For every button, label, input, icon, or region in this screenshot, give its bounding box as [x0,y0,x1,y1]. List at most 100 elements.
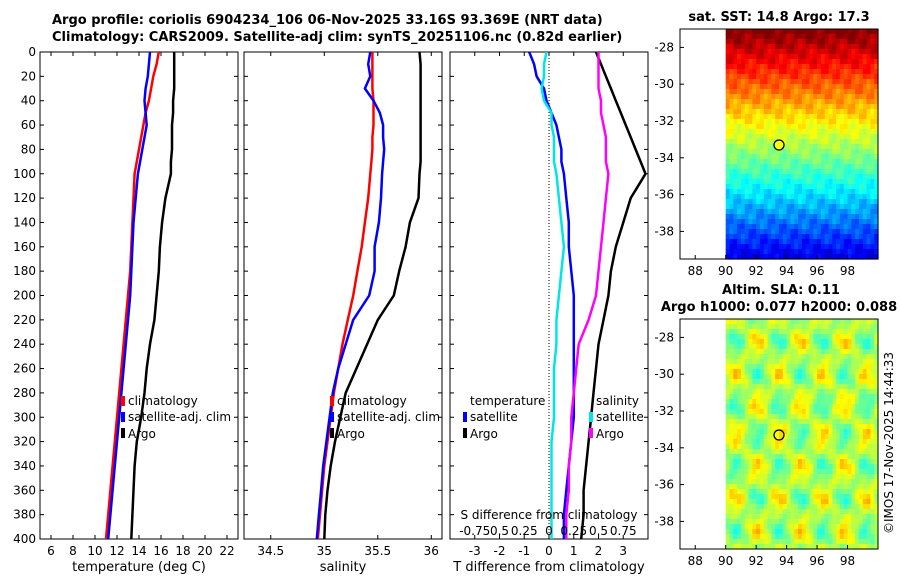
sla-cell [744,399,750,405]
sst-cell [725,184,731,190]
sst-cell [870,144,875,150]
sla-cell [737,374,742,380]
sst-cell [828,119,833,125]
sst-cell [870,139,875,145]
sst-cell [775,164,780,170]
sla-cell [851,354,856,360]
sst-cell [862,49,868,55]
sst-cell [779,29,784,35]
sla-cell [794,544,799,550]
sla-cell [737,359,742,365]
sla-cell [775,524,780,530]
sla-cell [771,324,776,330]
sst-cell [771,164,776,170]
sst-cell [771,249,776,255]
sla-cell [858,509,864,515]
sla-cell [805,374,811,380]
sla-cell [771,429,776,435]
sla-cell [744,409,750,415]
sla-cell [729,514,734,520]
sla-cell [763,384,769,390]
sla-cell [874,449,879,455]
sla-cell [794,349,799,355]
sla-cell [836,529,841,535]
sla-cell [805,504,811,510]
sst-cell [756,194,761,200]
sla-cell [858,329,864,335]
sla-cell [851,424,856,430]
sst-cell [786,179,792,185]
sla-cell [851,454,856,460]
sla-cell [870,489,875,495]
sla-cell [866,479,871,485]
sst-cell [733,249,738,255]
sla-cell [737,494,742,500]
sla-cell [779,359,784,365]
sla-cell [820,539,826,545]
sst-cell [775,134,780,140]
sla-cell [775,364,780,370]
sst-cell [866,34,871,40]
sla-cell [786,374,792,380]
sla-cell [813,444,818,450]
sst-cell [832,209,837,215]
sst-cell [798,199,803,205]
sla-cell [767,484,772,490]
sla-cell [775,344,780,350]
sla-cell [790,339,795,345]
sst-cell [771,134,776,140]
sla-cell [782,404,788,410]
sla-cell [817,339,822,345]
sst-cell [828,199,833,205]
sla-cell [828,379,833,385]
sla-cell [771,414,776,420]
sla-cell [733,359,738,365]
map-x-tick-label: 88 [688,554,703,568]
sst-cell [725,249,731,255]
sst-cell [759,169,765,175]
sla-cell [813,419,818,425]
sst-cell [836,249,841,255]
sla-cell [805,474,811,480]
sst-cell [794,189,799,195]
sst-cell [801,154,807,160]
sst-cell [847,209,852,215]
sst-cell [790,209,795,215]
sst-cell [790,69,795,75]
sst-cell [851,104,856,110]
sst-cell [809,209,814,215]
sla-cell [729,519,734,525]
sst-cell [756,154,761,160]
sst-cell [862,224,868,230]
sst-cell [733,119,738,125]
sla-cell [862,509,868,515]
sla-cell [820,394,826,400]
sst-cell [828,144,833,150]
sst-cell [775,29,780,35]
sla-cell [843,334,849,340]
sst-cell [866,204,871,210]
sla-cell [775,444,780,450]
sst-cell [767,174,772,180]
sst-cell [729,174,734,180]
sla-cell [733,439,738,445]
sla-cell [817,479,822,485]
header-line1: Argo profile: coriolis 6904234_106 06-No… [52,13,603,28]
sst-cell [733,79,738,85]
sst-cell [809,69,814,75]
sst-cell [729,204,734,210]
sst-cell [817,254,822,260]
sst-cell [843,39,849,45]
sla-cell [763,499,769,505]
sla-cell [813,354,818,360]
sst-cell [805,189,811,195]
sla-cell [733,514,738,520]
sla-cell [759,329,765,335]
sst-cell [756,219,761,225]
sla-cell [828,459,833,465]
sla-cell [748,494,753,500]
sst-cell [855,44,860,50]
sst-cell [775,99,780,105]
sla-cell [843,504,849,510]
sst-cell [855,34,860,40]
